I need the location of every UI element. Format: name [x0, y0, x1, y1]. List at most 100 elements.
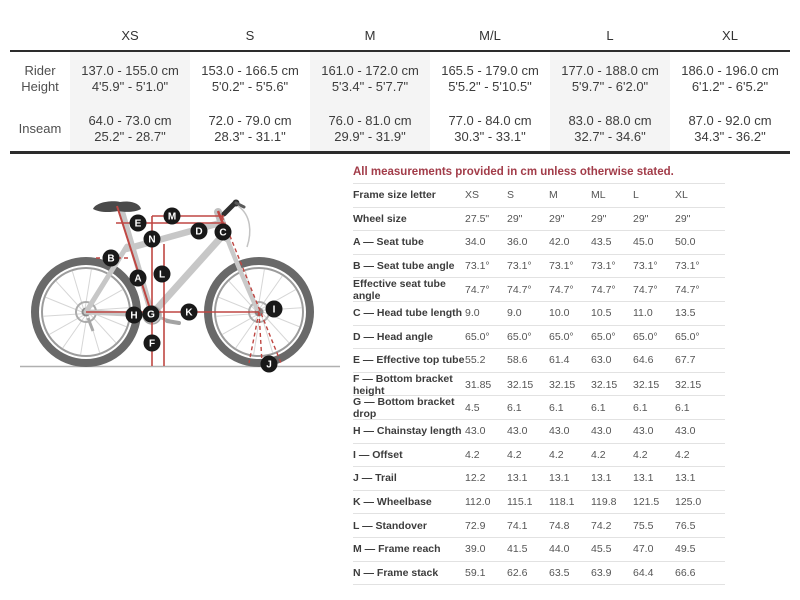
bike-label-letter: L [159, 270, 165, 281]
geometry-value: S [507, 189, 515, 202]
rider-size-table: XS S M M/L L XL Rider Height 137.0 - 155.0 cm 4'… [10, 20, 790, 151]
geometry-value: 44.0 [549, 543, 570, 556]
geometry-value: L [633, 189, 639, 202]
geometry-value: 66.6 [675, 566, 696, 579]
geometry-value: 73.1° [633, 260, 658, 273]
geometry-value: 43.0 [675, 425, 696, 438]
geometry-value: 74.7° [591, 284, 616, 297]
size-cell-imperial: 30.3" - 33.1" [454, 128, 526, 144]
size-cell-metric: 76.0 - 81.0 cm [328, 112, 412, 128]
bike-label-H: H [125, 306, 143, 324]
geometry-row: C — Head tube length 9.0 9.0 10.0 10.5 11.0 13… [353, 300, 725, 325]
geometry-value: 6.1 [591, 402, 606, 415]
size-table-corner-cell [10, 20, 70, 52]
size-table-header-row: XS S M M/L L XL [10, 20, 790, 52]
seat-tube-line [116, 205, 153, 316]
bike-diagram-svg: A B C D E F GH I J K L M N [20, 199, 340, 373]
geometry-value: 13.1 [591, 472, 612, 485]
geometry-value: 10.0 [549, 307, 570, 320]
geometry-value: 29" [507, 212, 523, 225]
geometry-value: 74.1 [507, 519, 528, 532]
geometry-value: 29" [549, 212, 565, 225]
geometry-value: 13.1 [675, 472, 696, 485]
size-cell-metric: 177.0 - 188.0 cm [561, 63, 659, 78]
geometry-value: 64.4 [633, 566, 654, 579]
geometry-row-label: A — Seat tube [353, 236, 424, 249]
geometry-value: 125.0 [675, 496, 702, 509]
geometry-row-label: E — Effective top tube [353, 354, 465, 367]
geometry-row: L — Standover 72.9 74.1 74.8 74.2 75.5 76.5 [353, 513, 725, 537]
size-table-row: Rider Height 137.0 - 155.0 cm 4'5.9" - 5'1… [10, 52, 790, 106]
bike-label-B: B [102, 249, 120, 267]
size-col-header-XL: XL [670, 20, 790, 52]
bike-label-K: K [180, 303, 198, 321]
geometry-value: 11.0 [633, 307, 653, 320]
size-cell: 186.0 - 196.0 cm 6'1.2" - 6'5.2" [670, 52, 790, 106]
geometry-value: 74.7° [465, 284, 490, 297]
geometry-value: 39.0 [465, 543, 486, 556]
geometry-value: 29" [675, 212, 691, 225]
measurements-note: All measurements provided in cm unless o… [353, 166, 674, 178]
size-cell-metric: 77.0 - 84.0 cm [448, 112, 532, 128]
geometry-row: A — Seat tube 34.0 36.0 42.0 43.5 45.0 50.0 [353, 230, 725, 254]
geometry-value: 76.5 [675, 519, 696, 532]
geometry-row: Frame size letter XS S M ML L XL [353, 183, 725, 207]
bike-label-circle [102, 249, 120, 267]
geometry-row-label: N — Frame stack [353, 566, 439, 579]
geometry-value: 61.4 [549, 354, 570, 367]
geometry-value: 49.5 [675, 543, 696, 556]
geometry-section: All measurements provided in cm unless o… [345, 166, 755, 586]
geometry-row-label: D — Head angle [353, 330, 433, 343]
bike-label-circle [142, 305, 160, 323]
geometry-value: 6.1 [507, 402, 522, 415]
size-cell-metric: 153.0 - 166.5 cm [201, 63, 299, 78]
geometry-value: 119.8 [591, 496, 617, 509]
bike-label-letter: I [273, 305, 276, 316]
geometry-value: 63.5 [549, 566, 570, 579]
geometry-value: 65.0° [507, 330, 532, 343]
bike-label-circle [143, 230, 161, 248]
geometry-row-label: I — Offset [353, 448, 403, 461]
geometry-row: D — Head angle 65.0° 65.0° 65.0° 65.0° 65.0° 6… [353, 324, 725, 349]
geometry-value: 59.1 [465, 566, 486, 579]
size-cell-metric: 186.0 - 196.0 cm [681, 63, 779, 78]
bike-label-A: A [129, 269, 147, 287]
bike-label-circle [190, 222, 208, 240]
geometry-row: N — Frame stack 59.1 62.6 63.5 63.9 64.4 66.6 [353, 560, 725, 586]
size-cell-metric: 72.0 - 79.0 cm [208, 112, 292, 128]
geometry-value: M [549, 189, 558, 202]
size-cell-metric: 83.0 - 88.0 cm [568, 112, 652, 128]
geometry-value: 6.1 [675, 402, 690, 415]
geometry-value: 10.5 [591, 307, 612, 320]
geometry-value: 74.7° [675, 284, 700, 297]
geometry-value: 43.0 [507, 425, 528, 438]
geometry-row: Effective seat tube angle 74.7° 74.7° 74.7°… [353, 277, 725, 302]
geometry-value: 4.2 [591, 448, 606, 461]
brake-cable [237, 205, 251, 248]
bike-label-circle [153, 265, 171, 283]
bike-label-D: D [190, 222, 208, 240]
geometry-row-label: G — Bottom bracket drop [353, 396, 455, 421]
size-cell: 77.0 - 84.0 cm 30.3" - 33.1" [430, 106, 550, 151]
size-cell-imperial: 5'9.7" - 6'2.0" [571, 79, 649, 94]
geometry-value: 74.7° [507, 284, 532, 297]
size-cell-imperial: 32.7" - 34.6" [574, 128, 646, 144]
geometry-value: 36.0 [507, 236, 528, 249]
geometry-value: 73.1° [591, 260, 616, 273]
geometry-value: 31.85 [465, 378, 492, 391]
geometry-row: J — Trail 12.2 13.1 13.1 13.1 13.1 13.1 [353, 466, 725, 490]
size-cell-imperial: 4'5.9" - 5'1.0" [91, 79, 169, 94]
geometry-value: 65.0° [465, 330, 490, 343]
geometry-value: 115.1 [507, 496, 533, 509]
bike-label-letter: C [219, 228, 226, 239]
geometry-value: 41.5 [507, 543, 528, 556]
bike-label-G: G [142, 305, 160, 323]
geometry-row: I — Offset 4.2 4.2 4.2 4.2 4.2 4.2 [353, 442, 725, 467]
geometry-value: 27.5" [465, 212, 490, 225]
size-cell: 177.0 - 188.0 cm 5'9.7" - 6'2.0" [550, 52, 670, 106]
geometry-value: 47.0 [633, 543, 654, 556]
geometry-value: 13.1 [507, 472, 528, 485]
geometry-value: 74.7° [633, 284, 658, 297]
bike-label-letter: B [107, 254, 114, 265]
geometry-value: 32.15 [675, 378, 702, 391]
